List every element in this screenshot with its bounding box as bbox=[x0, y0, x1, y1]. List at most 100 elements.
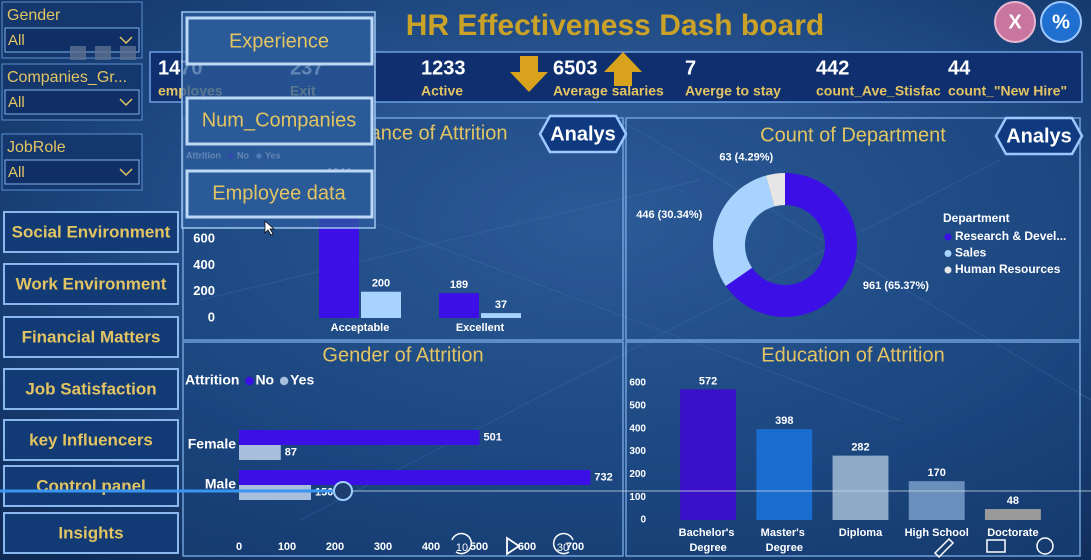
analyze-button-label[interactable]: Analys bbox=[550, 123, 616, 145]
bar bbox=[239, 445, 281, 460]
kpi-label: count_Ave_Stisfac bbox=[816, 83, 941, 99]
pen-icon[interactable] bbox=[933, 537, 955, 559]
close-button-label[interactable]: X bbox=[1008, 11, 1022, 33]
forward-label[interactable]: 30 bbox=[557, 542, 569, 554]
rewind-label[interactable]: 10 bbox=[456, 542, 468, 554]
bar bbox=[239, 470, 591, 485]
slicer-label: Companies_Gr... bbox=[7, 69, 127, 86]
analyze-button[interactable] bbox=[538, 114, 628, 154]
bar bbox=[361, 291, 401, 318]
x-tick-label: 500 bbox=[470, 541, 488, 553]
screen-icon[interactable] bbox=[986, 539, 1006, 553]
legend-label: Sales bbox=[955, 246, 987, 260]
y-tick-label: 0 bbox=[640, 515, 646, 526]
menu-item-label[interactable]: Employee data bbox=[212, 182, 346, 204]
nav-button[interactable] bbox=[3, 316, 179, 358]
nav-button-label[interactable]: Work Environment bbox=[16, 274, 167, 293]
nav-button-label[interactable]: Control panel bbox=[36, 476, 146, 495]
nav-button-label[interactable]: Insights bbox=[58, 523, 123, 542]
slicer-dropdown[interactable] bbox=[4, 89, 140, 115]
analyze-button-label[interactable]: Analys bbox=[1006, 125, 1072, 147]
x-tick-label: Master's Degree bbox=[761, 527, 808, 554]
donut-slice bbox=[765, 173, 785, 207]
kpi-label: Average salaries bbox=[553, 83, 664, 99]
nav-button-label[interactable]: key Influencers bbox=[29, 430, 153, 449]
y-tick-label: 100 bbox=[629, 492, 646, 503]
slicer-label: Gender bbox=[7, 7, 61, 24]
bar bbox=[832, 455, 889, 520]
x-tick-label: Excellent bbox=[456, 322, 505, 334]
bar bbox=[756, 429, 813, 520]
play-button[interactable] bbox=[506, 536, 521, 556]
y-tick-label: Male bbox=[205, 476, 236, 492]
vr-icon[interactable] bbox=[1036, 537, 1054, 555]
legend-title: Department bbox=[943, 211, 1010, 225]
chart-title: Gender of Attrition bbox=[322, 344, 483, 366]
kpi-label: count_"New Hire" bbox=[948, 83, 1067, 99]
data-label: 63 (4.29%) bbox=[719, 152, 773, 164]
nav-button[interactable] bbox=[3, 465, 179, 507]
menu-item-label[interactable]: Experience bbox=[229, 30, 329, 52]
nav-button[interactable] bbox=[3, 368, 179, 410]
nav-button-label[interactable]: Job Satisfaction bbox=[25, 379, 156, 398]
x-tick-label: 300 bbox=[374, 541, 392, 553]
x-tick-label: Bachelor's Degree bbox=[679, 527, 738, 554]
bar bbox=[984, 509, 1041, 520]
nav-button[interactable] bbox=[3, 512, 179, 554]
nav-button-label[interactable]: Social Environment bbox=[12, 222, 171, 241]
legend-swatch bbox=[944, 266, 952, 274]
legend-label: Yes bbox=[290, 372, 314, 388]
menu-item[interactable] bbox=[185, 96, 374, 146]
up-arrow bbox=[604, 52, 642, 86]
y-tick-label: 200 bbox=[629, 469, 646, 480]
x-tick-label: Diploma bbox=[839, 527, 883, 539]
slicer-value[interactable]: All bbox=[8, 94, 25, 111]
kpi-value: 6503 bbox=[553, 57, 598, 79]
analyze-button[interactable] bbox=[994, 116, 1084, 156]
y-tick-label: 200 bbox=[193, 283, 215, 298]
bar bbox=[908, 481, 965, 520]
y-tick-label: Female bbox=[188, 436, 236, 452]
slicer-dropdown[interactable] bbox=[4, 159, 140, 185]
nav-button[interactable] bbox=[3, 419, 179, 461]
legend-swatch bbox=[944, 250, 952, 257]
menu-item[interactable] bbox=[185, 16, 374, 66]
kpi-value: 7 bbox=[685, 57, 696, 79]
legend-label: Human Resources bbox=[955, 262, 1061, 276]
chart-title: Count of Department bbox=[760, 124, 946, 146]
forward-icon[interactable] bbox=[552, 532, 574, 555]
close-button[interactable] bbox=[994, 1, 1036, 43]
data-label: 170 bbox=[928, 467, 946, 479]
data-label: 282 bbox=[851, 442, 869, 454]
nav-button[interactable] bbox=[3, 263, 179, 305]
slicer-value[interactable]: All bbox=[8, 164, 25, 181]
legend-swatch bbox=[944, 233, 952, 241]
x-tick-label: 700 bbox=[566, 541, 584, 553]
data-label: 732 bbox=[594, 471, 612, 483]
legend-label: Research & Devel... bbox=[955, 229, 1066, 243]
bar bbox=[439, 293, 479, 318]
data-label: 572 bbox=[699, 375, 717, 387]
x-tick-label: 100 bbox=[278, 541, 296, 553]
kpi-value: 442 bbox=[816, 57, 849, 79]
data-label: 87 bbox=[285, 446, 297, 458]
slicer-value[interactable]: All bbox=[8, 32, 25, 49]
bar bbox=[680, 389, 737, 520]
data-label: 200 bbox=[372, 278, 390, 290]
percent-button[interactable] bbox=[1040, 1, 1082, 43]
mouse-cursor bbox=[264, 220, 275, 236]
kpi-label: Averge to stay bbox=[685, 83, 781, 99]
nav-button[interactable] bbox=[3, 211, 179, 253]
menu-item[interactable] bbox=[185, 169, 374, 219]
slicer-chevron bbox=[119, 36, 133, 45]
nav-button-label[interactable]: Financial Matters bbox=[22, 327, 161, 346]
down-arrow bbox=[510, 56, 548, 92]
y-tick-label: 300 bbox=[629, 446, 646, 457]
y-tick-label: 600 bbox=[193, 231, 215, 246]
data-label: 189 bbox=[450, 279, 468, 291]
menu-item-label[interactable]: Num_Companies bbox=[202, 109, 357, 131]
percent-button-label[interactable]: % bbox=[1052, 11, 1070, 33]
rewind-icon[interactable] bbox=[451, 532, 473, 555]
seek-handle[interactable] bbox=[333, 481, 353, 501]
visual-header-icon bbox=[70, 46, 86, 60]
